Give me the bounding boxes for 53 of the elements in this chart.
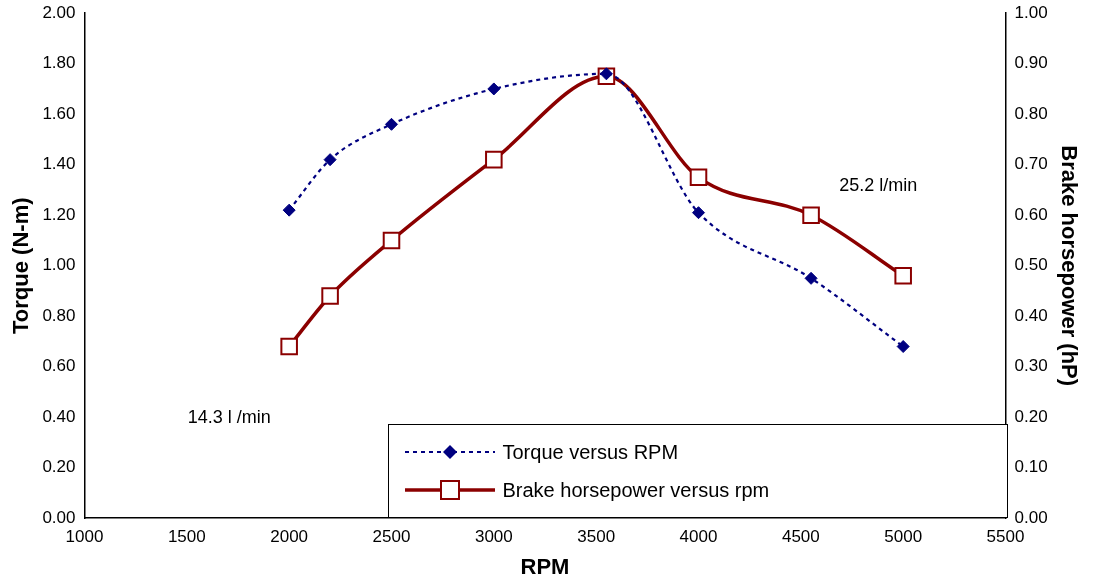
y2-tick-label: 0.20 <box>1014 406 1048 426</box>
point <box>280 337 298 356</box>
point <box>282 203 296 217</box>
y-tick-label: 1.40 <box>42 154 76 174</box>
y2-axis-title: Brake horsepower (hP) <box>1056 145 1082 387</box>
point <box>896 340 910 353</box>
x-tick-label: 2000 <box>270 527 309 547</box>
y2-tick-label: 0.80 <box>1014 103 1048 123</box>
x-tick-label: 4000 <box>679 527 718 547</box>
x-tick-label: 1000 <box>65 527 104 547</box>
x-tick-label: 1500 <box>167 527 206 547</box>
y2-tick-label: 0.00 <box>1014 507 1048 527</box>
y-tick-label: 0.20 <box>42 457 76 477</box>
annotation: 25.2 l/min <box>839 174 918 195</box>
y-tick-label: 2.00 <box>42 2 76 22</box>
y-tick-label: 0.00 <box>42 507 76 527</box>
y2-tick-label: 0.30 <box>1014 356 1048 376</box>
point <box>802 206 820 224</box>
point <box>804 271 818 285</box>
y-tick-label: 0.80 <box>42 305 76 325</box>
y2-tick-label: 0.50 <box>1014 255 1048 275</box>
point <box>485 150 503 169</box>
y-tick-label: 1.60 <box>42 103 76 123</box>
y2-tick-label: 0.10 <box>1014 457 1048 477</box>
legend-label: Torque versus RPM <box>502 440 679 464</box>
y2-tick-label: 0.70 <box>1014 154 1048 174</box>
point <box>321 287 339 305</box>
annotation: 14.3 l /min <box>187 407 271 428</box>
point <box>323 153 337 167</box>
point <box>894 267 912 285</box>
legend-label: Brake horsepower versus rpm <box>502 478 770 502</box>
x-tick-label: 3500 <box>577 527 616 547</box>
point <box>385 117 398 131</box>
x-tick-label: 4500 <box>781 527 820 547</box>
x-tick-label: 5500 <box>986 527 1025 547</box>
y2-tick-label: 0.60 <box>1014 204 1048 224</box>
y-tick-label: 1.20 <box>42 204 76 224</box>
y2-tick-label: 0.90 <box>1014 53 1048 73</box>
point <box>692 206 705 220</box>
y-tick-label: 0.60 <box>42 356 76 376</box>
y-tick-label: 0.40 <box>42 406 76 426</box>
y-tick-label: 1.80 <box>42 53 76 73</box>
y2-tick-label: 0.40 <box>1014 305 1048 325</box>
x-tick-label: 3000 <box>474 527 513 547</box>
point <box>487 82 501 96</box>
x-tick-label: 5000 <box>884 527 923 547</box>
y-axis-title: Torque (N-m) <box>8 197 34 334</box>
x-tick-label: 2500 <box>372 527 411 547</box>
point <box>689 168 708 187</box>
point <box>382 231 401 250</box>
y2-tick-label: 1.00 <box>1014 2 1048 22</box>
x-axis-title: RPM <box>520 553 570 579</box>
y-tick-label: 1.00 <box>42 255 76 275</box>
